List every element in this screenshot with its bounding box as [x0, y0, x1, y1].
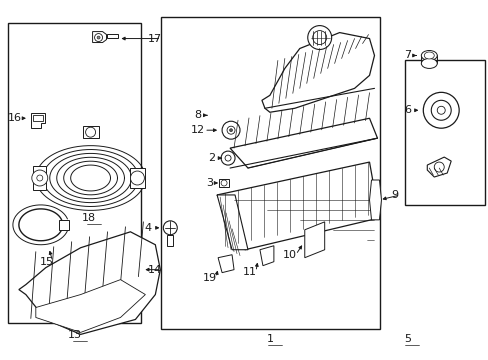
- Polygon shape: [262, 32, 374, 112]
- Circle shape: [307, 26, 331, 50]
- Polygon shape: [130, 168, 145, 188]
- Text: 2: 2: [208, 153, 215, 163]
- Ellipse shape: [421, 58, 436, 68]
- Ellipse shape: [421, 50, 436, 60]
- Polygon shape: [92, 32, 106, 42]
- Polygon shape: [217, 162, 379, 250]
- Polygon shape: [260, 246, 273, 266]
- Polygon shape: [33, 115, 42, 121]
- Text: 19: 19: [203, 273, 217, 283]
- Polygon shape: [106, 33, 118, 37]
- Circle shape: [224, 155, 230, 161]
- Text: 12: 12: [191, 125, 205, 135]
- Polygon shape: [218, 255, 234, 273]
- Text: 3: 3: [206, 178, 213, 188]
- Text: 10: 10: [282, 250, 296, 260]
- Ellipse shape: [424, 52, 433, 59]
- Text: 6: 6: [403, 105, 410, 115]
- Circle shape: [97, 36, 100, 39]
- Polygon shape: [427, 157, 450, 177]
- Circle shape: [37, 175, 42, 181]
- Circle shape: [221, 151, 235, 165]
- Bar: [405, 60, 484, 205]
- Polygon shape: [219, 179, 228, 187]
- Text: 5: 5: [403, 334, 410, 345]
- Circle shape: [85, 127, 95, 137]
- Text: 1: 1: [266, 334, 273, 345]
- Circle shape: [423, 92, 458, 128]
- Polygon shape: [82, 126, 99, 138]
- Polygon shape: [36, 280, 145, 332]
- Polygon shape: [167, 235, 173, 246]
- Polygon shape: [217, 195, 247, 250]
- Circle shape: [222, 121, 240, 139]
- Text: 13: 13: [67, 330, 81, 341]
- Polygon shape: [19, 232, 160, 334]
- Polygon shape: [137, 266, 153, 274]
- Text: 4: 4: [144, 223, 152, 233]
- Text: 17: 17: [148, 33, 162, 44]
- Circle shape: [433, 162, 443, 172]
- Text: 7: 7: [403, 50, 410, 60]
- Polygon shape: [229, 118, 377, 168]
- Bar: [161, 17, 380, 329]
- Circle shape: [436, 106, 444, 114]
- Circle shape: [94, 33, 102, 41]
- Polygon shape: [31, 113, 45, 128]
- Text: 16: 16: [8, 113, 22, 123]
- Text: 9: 9: [390, 190, 397, 200]
- Circle shape: [312, 31, 326, 45]
- Polygon shape: [304, 222, 324, 258]
- Circle shape: [226, 126, 235, 134]
- Bar: [8, 23, 141, 323]
- Polygon shape: [369, 180, 381, 220]
- Text: 14: 14: [148, 265, 162, 275]
- Polygon shape: [59, 220, 68, 230]
- Text: 15: 15: [40, 257, 54, 267]
- Polygon shape: [33, 166, 46, 190]
- Circle shape: [32, 170, 48, 186]
- Circle shape: [130, 171, 144, 185]
- Circle shape: [229, 129, 232, 132]
- Circle shape: [163, 221, 177, 235]
- Circle shape: [430, 100, 450, 120]
- Text: 8: 8: [194, 110, 202, 120]
- Circle shape: [221, 180, 226, 186]
- Text: 11: 11: [243, 267, 257, 276]
- Text: 18: 18: [81, 213, 96, 223]
